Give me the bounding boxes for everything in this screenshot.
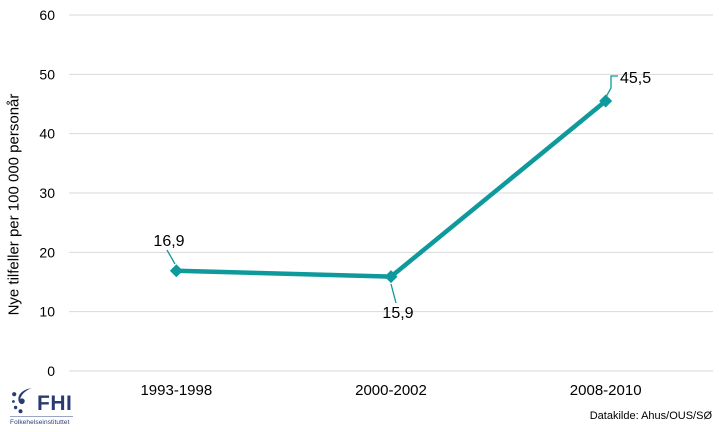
y-tick-label-60: 60 [39,7,55,23]
label-leader-line-2 [605,75,618,98]
data-point-label-1: 15,9 [382,305,413,322]
x-tick-label-1: 2000-2002 [355,382,427,399]
x-tick-label-2: 2008-2010 [570,382,642,399]
y-tick-label-20: 20 [39,244,55,260]
fhi-logo-icon [12,388,32,414]
y-tick-label-10: 10 [39,304,55,320]
series-line [174,98,608,279]
y-axis-title: Nye tilfeller per 100 000 personår [5,93,23,316]
data-point-label-0: 16,9 [153,233,184,250]
y-tick-label-0: 0 [47,363,55,379]
fhi-logo: FHI Folkehelseinstituttet [10,387,74,426]
data-point-marker-2 [599,94,613,108]
y-tick-label-30: 30 [39,185,55,201]
fhi-logo-abbr: FHI [37,392,73,415]
x-tick-label-0: 1993-1998 [140,382,212,399]
fhi-logo-name: Folkehelseinstituttet [10,419,70,426]
fhi-logo-row: FHI [10,387,74,414]
label-leader-line-0 [166,249,176,265]
data-point-label-2: 45,5 [620,70,651,87]
y-tick-label-50: 50 [39,66,55,82]
data-point-marker-1 [384,270,398,284]
y-tick-label-40: 40 [39,126,55,142]
fhi-logo-divider [10,416,73,417]
data-point-marker-0 [169,264,183,278]
label-leader-line-1 [390,283,397,304]
data-source-label: Datakilde: Ahus/OUS/SØ [589,410,712,422]
